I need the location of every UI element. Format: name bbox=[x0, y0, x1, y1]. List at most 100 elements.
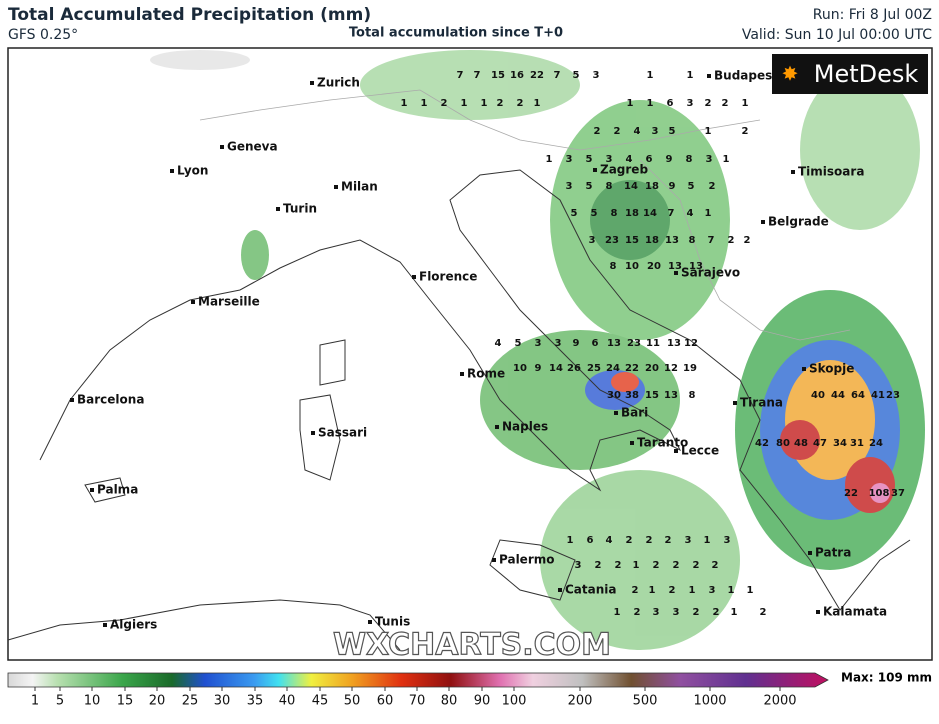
valid-time: Valid: Sun 10 Jul 00:00 UTC bbox=[742, 27, 932, 43]
colorbar-tick-label: 200 bbox=[568, 694, 593, 709]
precip-value: 23 bbox=[886, 390, 900, 401]
run-time: Run: Fri 8 Jul 00Z bbox=[813, 7, 932, 23]
colorbar-tick-label: 15 bbox=[117, 694, 134, 709]
precip-value: 1 bbox=[742, 98, 749, 109]
precip-value: 2 bbox=[693, 560, 700, 571]
precip-value: 7 bbox=[668, 208, 675, 219]
max-label: Max: 109 mm bbox=[841, 671, 932, 685]
colorbar-tick-label: 70 bbox=[409, 694, 426, 709]
precip-value: 5 bbox=[688, 181, 695, 192]
precip-value: 2 bbox=[595, 560, 602, 571]
precip-value: 1 bbox=[633, 560, 640, 571]
precip-value: 13 bbox=[667, 338, 681, 349]
precip-value: 18 bbox=[645, 235, 659, 246]
precip-value: 11 bbox=[646, 338, 660, 349]
precip-value: 4 bbox=[687, 208, 694, 219]
precip-value: 47 bbox=[813, 438, 827, 449]
precip-value: 5 bbox=[586, 181, 593, 192]
precip-value: 2 bbox=[626, 535, 633, 546]
precip-value: 14 bbox=[549, 363, 563, 374]
precip-value: 20 bbox=[645, 363, 659, 374]
precip-value: 3 bbox=[706, 154, 713, 165]
precip-value: 5 bbox=[586, 154, 593, 165]
colorbar-tick-label: 35 bbox=[247, 694, 264, 709]
precip-value: 2 bbox=[693, 607, 700, 618]
precip-value: 1 bbox=[461, 98, 468, 109]
precip-value: 7 bbox=[708, 235, 715, 246]
city-label: Algiers bbox=[110, 618, 157, 632]
precip-value: 30 bbox=[607, 390, 621, 401]
precip-value: 2 bbox=[517, 98, 524, 109]
precip-value: 2 bbox=[742, 126, 749, 137]
city-marker bbox=[191, 300, 195, 304]
precip-value: 1 bbox=[546, 154, 553, 165]
precip-value: 24 bbox=[606, 363, 620, 374]
colorbar-tick-label: 1 bbox=[31, 694, 39, 709]
precip-value: 8 bbox=[610, 261, 617, 272]
colorbar-tick-label: 25 bbox=[182, 694, 199, 709]
precip-value: 1 bbox=[614, 607, 621, 618]
precip-value: 1 bbox=[481, 98, 488, 109]
precip-value: 38 bbox=[625, 390, 639, 401]
city-marker bbox=[492, 558, 496, 562]
city-marker bbox=[761, 220, 765, 224]
precip-value: 19 bbox=[683, 363, 697, 374]
city-marker bbox=[170, 169, 174, 173]
precip-value: 23 bbox=[627, 338, 641, 349]
precip-value: 20 bbox=[647, 261, 661, 272]
colorbar-ticks: 1 5 10 15 20 25 30 35 40 45 50 60 70 80 90 100 200 500 100… bbox=[31, 687, 797, 709]
city-marker bbox=[70, 398, 74, 402]
model: GFS 0.25° bbox=[8, 27, 78, 43]
precip-value: 1 bbox=[705, 126, 712, 137]
colorbar-tick-label: 60 bbox=[377, 694, 394, 709]
colorbar-tick-label: 1000 bbox=[693, 694, 726, 709]
colorbar-tick-label: 5 bbox=[56, 694, 64, 709]
watermark: WXCHARTS.COM bbox=[333, 628, 611, 663]
logo: MetDesk bbox=[814, 60, 919, 88]
city-label: Timisoara bbox=[798, 165, 864, 179]
precip-value: 1 bbox=[704, 535, 711, 546]
city-marker bbox=[334, 185, 338, 189]
logo-icon: ✸ bbox=[782, 62, 799, 86]
city-label: Lecce bbox=[681, 444, 719, 458]
precip-value: 22 bbox=[625, 363, 639, 374]
precip-value: 2 bbox=[497, 98, 504, 109]
precip-value: 16 bbox=[510, 70, 524, 81]
city-marker bbox=[614, 411, 618, 415]
precip-value: 2 bbox=[712, 560, 719, 571]
city-labels: Zurich Geneva Lyon Milan Turin Marseille Flore… bbox=[70, 69, 887, 632]
city-marker bbox=[495, 425, 499, 429]
precip-value: 1 bbox=[731, 607, 738, 618]
precip-value: 24 bbox=[869, 438, 883, 449]
precip-value: 5 bbox=[591, 208, 598, 219]
city-marker bbox=[791, 170, 795, 174]
precip-value: 2 bbox=[673, 560, 680, 571]
precip-value: 3 bbox=[589, 235, 596, 246]
precip-value: 1 bbox=[627, 98, 634, 109]
city-label: Skopje bbox=[809, 362, 854, 376]
precip-value: 3 bbox=[673, 607, 680, 618]
precip-value: 7 bbox=[554, 70, 561, 81]
precip-value: 13 bbox=[665, 235, 679, 246]
precip-value: 5 bbox=[669, 126, 676, 137]
precip-value: 34 bbox=[833, 438, 847, 449]
city-label: Palermo bbox=[499, 553, 555, 567]
precip-value: 9 bbox=[666, 154, 673, 165]
city-marker bbox=[674, 449, 678, 453]
precip-value: 1 bbox=[747, 585, 754, 596]
city-label: Belgrade bbox=[768, 215, 829, 229]
precip-value: 1 bbox=[723, 154, 730, 165]
city-marker bbox=[460, 372, 464, 376]
city-marker bbox=[412, 275, 416, 279]
precip-value: 1 bbox=[401, 98, 408, 109]
precip-value: 1 bbox=[647, 98, 654, 109]
precip-value: 18 bbox=[645, 181, 659, 192]
city-marker bbox=[802, 367, 806, 371]
precip-value: 25 bbox=[587, 363, 601, 374]
map bbox=[7, 47, 933, 661]
city-label: Zagreb bbox=[600, 163, 648, 177]
precip-value: 12 bbox=[684, 338, 698, 349]
precip-value: 2 bbox=[665, 535, 672, 546]
city-label: Kalamata bbox=[823, 605, 887, 619]
colorbar-tick-label: 40 bbox=[279, 694, 296, 709]
